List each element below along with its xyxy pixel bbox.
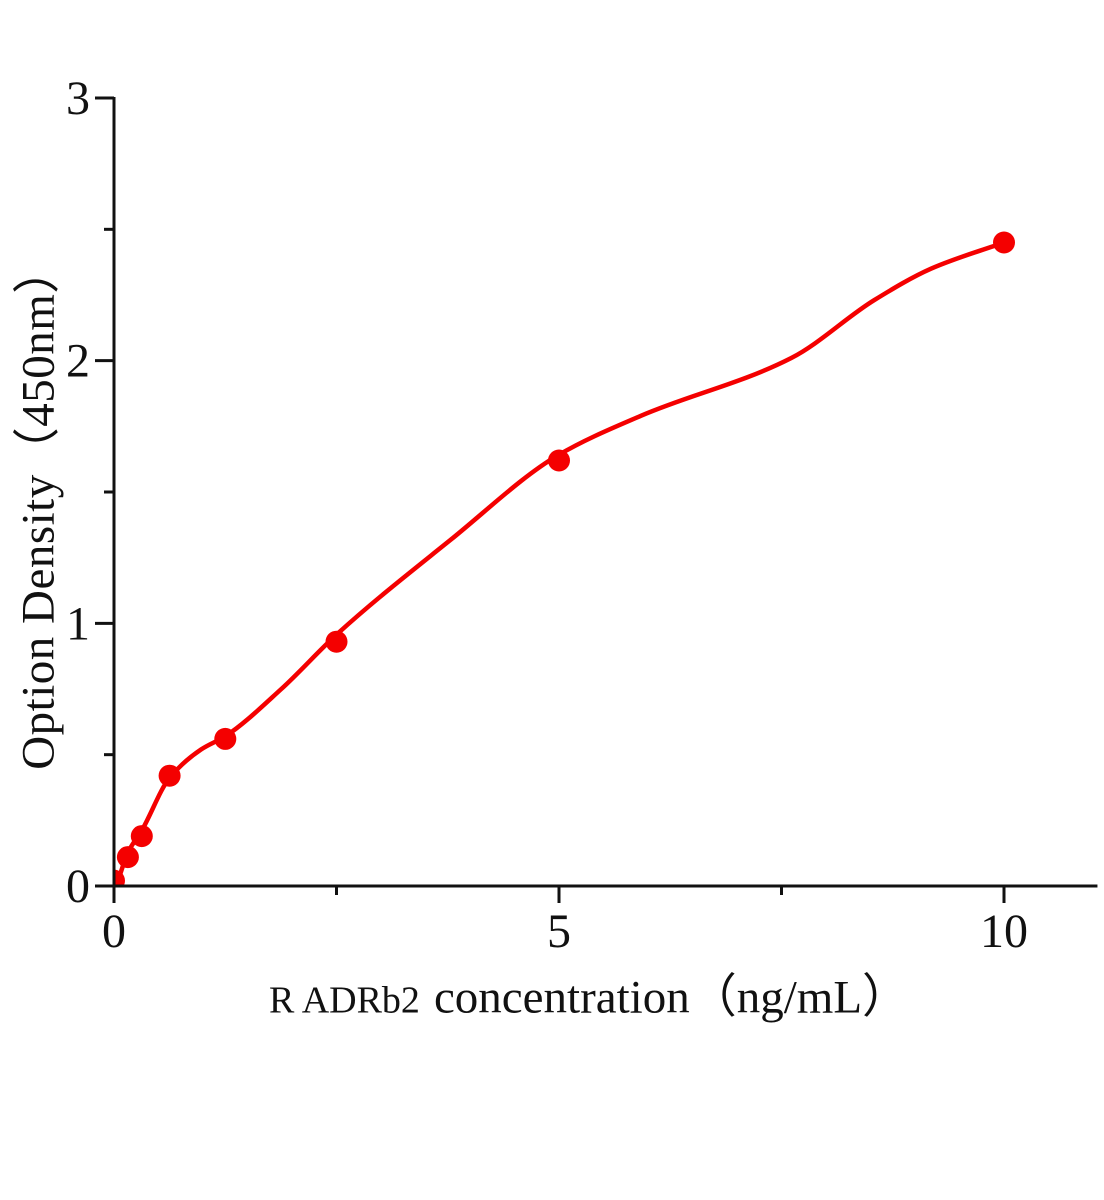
axes-group <box>95 96 1098 903</box>
data-point <box>548 449 570 472</box>
tick-labels-group: 0 1 2 3 0 5 10 <box>66 72 1028 958</box>
x-tick-label: 10 <box>980 905 1028 958</box>
fit-curve <box>115 240 1007 885</box>
series-group <box>115 231 1015 885</box>
data-point <box>130 825 153 848</box>
x-axis-title-prefix: R ADRb2 <box>268 979 420 1022</box>
data-point <box>325 630 348 653</box>
x-tick-label: 0 <box>102 905 126 958</box>
y-tick-label: 0 <box>66 860 90 913</box>
y-tick-label: 3 <box>66 72 90 125</box>
data-point <box>116 846 139 869</box>
y-axis-title: Option Density（450nm） <box>12 246 65 770</box>
y-tick-label: 2 <box>66 335 90 388</box>
x-axis-title: R ADRb2 concentration（ng/mL） <box>269 958 909 1027</box>
data-point <box>158 764 181 787</box>
x-axis-title-main: concentration（ng/mL） <box>433 971 910 1024</box>
x-tick-label: 5 <box>547 905 571 958</box>
data-point <box>214 727 237 750</box>
data-point <box>993 231 1015 254</box>
y-tick-label: 1 <box>66 597 90 650</box>
data-point <box>115 869 125 885</box>
